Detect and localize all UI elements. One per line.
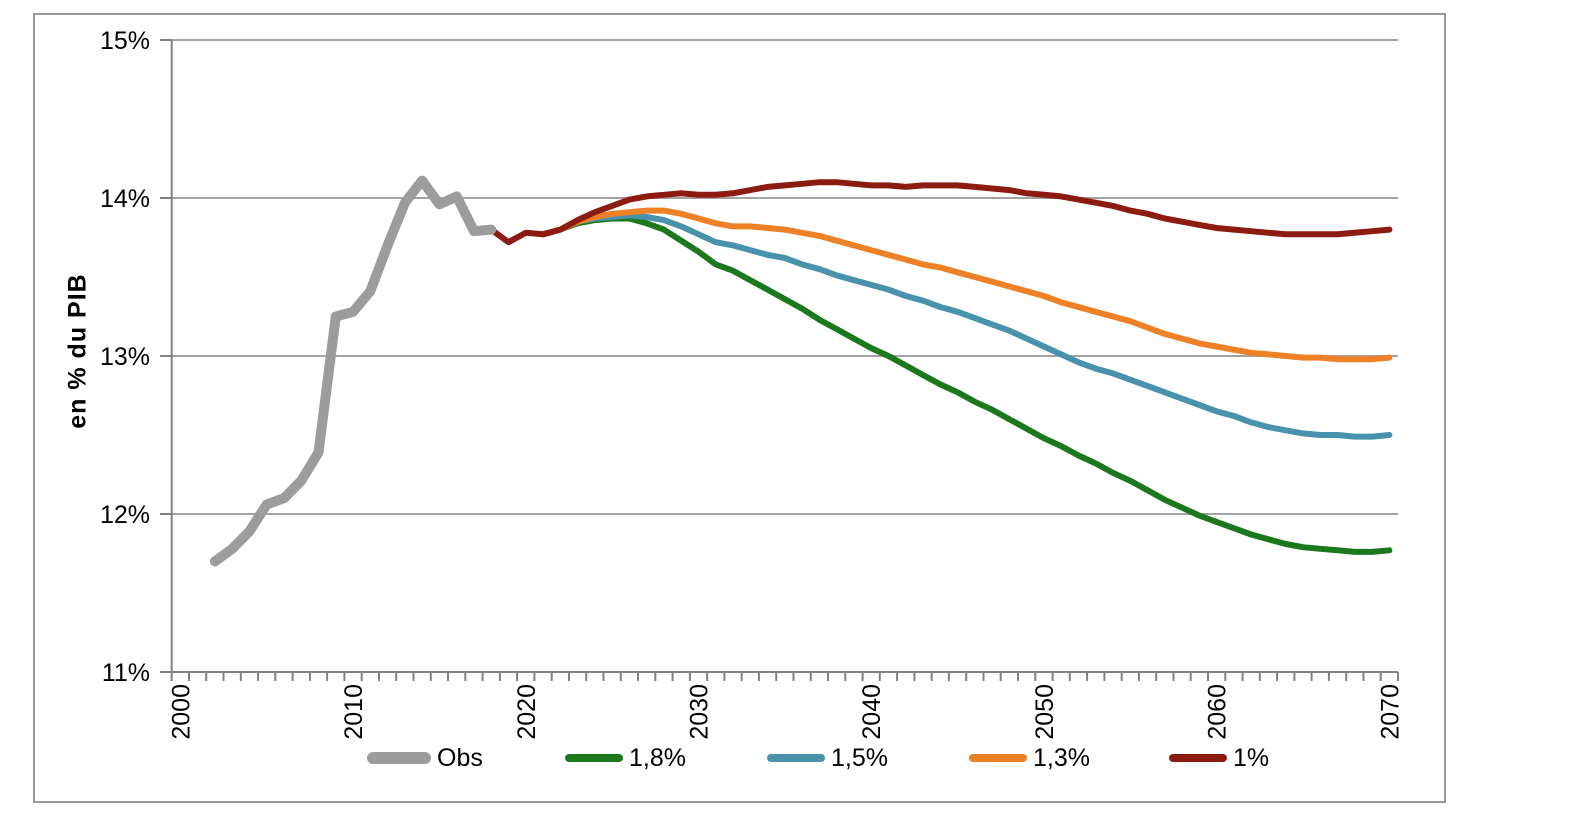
legend-label-1-5pct: 1,5% [831,744,888,772]
legend-label-1-3pct: 1,3% [1033,744,1090,772]
x-tick-label-2010: 2010 [340,684,368,740]
series-line-1 [488,179,1393,246]
y-tick-label-14: 14% [100,185,150,213]
y-tick-label-15: 15% [100,27,150,55]
x-tick-label-2050: 2050 [1031,684,1059,740]
x-tick-label-2040: 2040 [858,684,886,740]
series-line-1-8 [540,215,1393,555]
legend-label-1pct: 1% [1233,744,1270,772]
series-line-1-3 [540,207,1393,363]
legend-swatch-1-8pct [565,754,623,762]
legend-item-1pct: 1% [1169,740,1269,776]
x-tick-label-2070: 2070 [1376,684,1404,740]
series-line-1-5 [540,212,1393,440]
legend-swatch-obs [367,752,431,764]
x-tick-label-2030: 2030 [686,684,714,740]
legend-item-1-8pct: 1,8% [565,740,686,776]
legend-item-obs: Obs [367,740,483,776]
legend-item-1-3pct: 1,3% [969,740,1090,776]
x-tick-label-2020: 2020 [513,684,541,740]
legend-swatch-1-3pct [969,754,1027,762]
legend-label-obs: Obs [437,744,483,772]
y-tick-label-11: 11% [102,659,150,687]
y-axis-title: en % du PIB [63,273,92,429]
y-tick-label-12: 12% [100,501,150,529]
y-tick-label-13: 13% [100,343,150,371]
legend-item-1-5pct: 1,5% [767,740,888,776]
x-tick-label-2000: 2000 [167,684,195,740]
legend-swatch-1-5pct [767,754,825,762]
x-tick-label-2060: 2060 [1204,684,1232,740]
legend: Obs 1,8% 1,5% 1,3% 1% [0,740,1589,776]
legend-swatch-1pct [1169,754,1227,762]
legend-label-1-8pct: 1,8% [629,744,686,772]
series-line-obs [209,175,497,567]
